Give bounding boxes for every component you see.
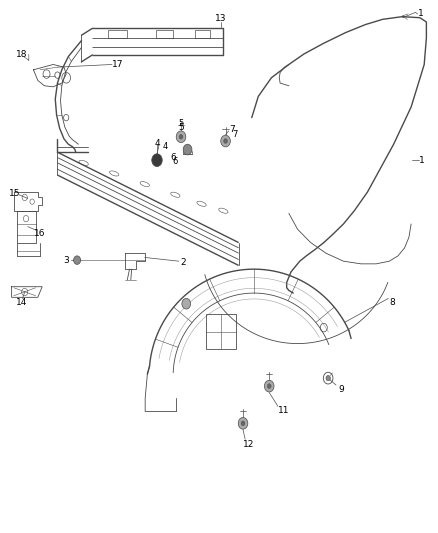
Text: 4: 4 <box>154 139 160 148</box>
Text: 5: 5 <box>178 119 184 128</box>
Text: 7: 7 <box>232 130 237 139</box>
Text: 15: 15 <box>9 189 21 198</box>
Text: 1: 1 <box>419 156 425 165</box>
Circle shape <box>224 139 227 143</box>
Text: 1: 1 <box>418 10 424 19</box>
Text: 2: 2 <box>180 258 186 266</box>
Text: 11: 11 <box>278 406 290 415</box>
Circle shape <box>183 144 192 155</box>
Circle shape <box>179 134 183 139</box>
Circle shape <box>241 421 245 426</box>
Circle shape <box>267 384 271 389</box>
Bar <box>155 30 173 38</box>
Text: 16: 16 <box>34 229 46 238</box>
Circle shape <box>238 417 248 429</box>
Circle shape <box>182 298 191 309</box>
Circle shape <box>74 256 81 264</box>
Text: 17: 17 <box>112 60 124 69</box>
Bar <box>195 30 210 38</box>
Text: 5: 5 <box>178 123 184 132</box>
Circle shape <box>152 154 162 166</box>
Bar <box>206 314 237 349</box>
Text: 8: 8 <box>389 297 395 306</box>
Text: 4: 4 <box>162 142 167 151</box>
Text: 18: 18 <box>16 51 28 59</box>
Circle shape <box>326 375 330 381</box>
Text: 9: 9 <box>339 385 344 394</box>
Bar <box>108 30 127 38</box>
Circle shape <box>265 380 274 392</box>
Text: 3: 3 <box>64 256 69 264</box>
Circle shape <box>176 131 186 143</box>
Text: 6: 6 <box>170 153 176 162</box>
Circle shape <box>221 135 230 147</box>
Text: 12: 12 <box>243 440 254 449</box>
Text: 6: 6 <box>173 157 178 166</box>
Text: 14: 14 <box>16 297 27 306</box>
Text: 13: 13 <box>215 14 227 23</box>
Text: 7: 7 <box>229 125 235 134</box>
